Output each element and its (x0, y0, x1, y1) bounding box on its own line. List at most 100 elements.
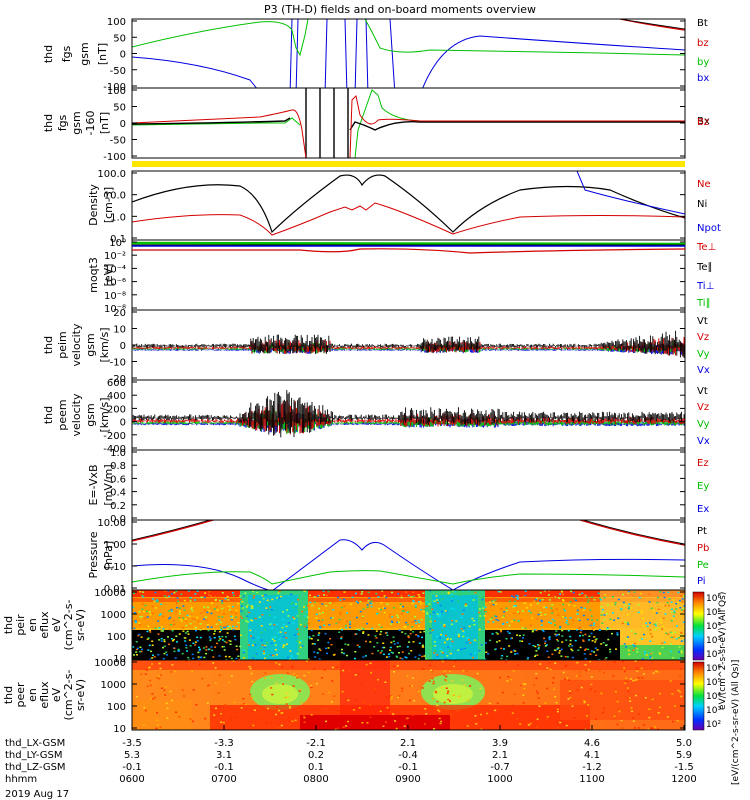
ytick-label: 50 (113, 103, 126, 114)
axis-label: -160 (84, 111, 97, 136)
series-pt (132, 520, 685, 545)
axis-label: [km/s] (98, 327, 111, 362)
series-bx (132, 19, 685, 88)
ytick-label: 10⁰ (109, 238, 126, 249)
colorbar-tick: 10⁴ (706, 622, 721, 632)
legend-entry: Vx (697, 365, 710, 376)
xtick-label: 1100 (579, 774, 604, 785)
ytick-label: 10000 (94, 658, 126, 669)
panel-peir-spectrogram (131, 589, 686, 661)
xtick-label: -0.1 (214, 762, 234, 773)
axis-label: eV (50, 617, 63, 632)
axis-label: [cm-3] (102, 187, 115, 223)
xtick-label: 4.6 (584, 738, 600, 749)
axis-label: peem (56, 399, 69, 430)
ytick-label: 0.1 (110, 234, 126, 245)
axis-label: en (26, 618, 39, 632)
colorbar-label-lower: [eV/(cm^2-s-sr-eV) (All Qs)] (731, 660, 741, 785)
axis-label: [nT] (96, 43, 109, 65)
xtick-label: 1200 (671, 774, 696, 785)
xtick-label: -1.2 (582, 762, 602, 773)
xtick-label: 3.1 (216, 750, 232, 761)
axis-label: Pressure (87, 531, 100, 578)
ytick-label: -200 (103, 431, 126, 442)
legend-entry: Bz (697, 117, 709, 128)
axis-label: velocity (70, 393, 83, 436)
axis-label: E=-VxB (87, 464, 100, 505)
axis-label: eflux (38, 681, 51, 709)
axis-label: thd (2, 686, 15, 704)
ytick-label: 50 (113, 33, 126, 44)
colorbar-tick: 10² (706, 720, 721, 730)
legend-entry: Vy (697, 419, 710, 430)
ytick-label: -50 (110, 136, 126, 147)
legend-entry: bx (697, 73, 709, 84)
ytick-label: 100 (107, 86, 126, 97)
legend-entry: Te⊥ (696, 242, 716, 253)
colorbar-tick: 10⁵ (706, 608, 721, 618)
xtick-label: -0.4 (398, 750, 418, 761)
ytick-label: 20 (113, 308, 126, 319)
legend-entry: Pt (697, 526, 707, 537)
axis-label: moqt3 (87, 257, 100, 293)
xtick-label: 0600 (119, 774, 144, 785)
ytick-label: 10000 (94, 588, 126, 599)
axis-label: thd (42, 336, 55, 354)
ytick-label: 10⁻⁶ (104, 278, 126, 289)
panel-fgs-dc (131, 87, 686, 159)
xtick-label: 3.9 (492, 738, 508, 749)
axis-label: fgs (56, 114, 69, 131)
legend-entry: Vz (697, 402, 709, 413)
xtick-label: 0.2 (308, 750, 324, 761)
axis-label: [km/s] (98, 397, 111, 432)
series-ne (132, 202, 685, 236)
ytick-label: 100 (107, 17, 126, 28)
ytick-label: 0.2 (110, 501, 126, 512)
ytick-label: 0 (120, 341, 126, 352)
axis-label: eflux (38, 611, 51, 639)
colorbar-label: eV/(cm^2-s-sr-eV) (All Qs) (718, 592, 728, 710)
ytick-label: 200 (107, 404, 126, 415)
xtick-label: -2.1 (306, 738, 326, 749)
ytick-label: 10 (113, 325, 126, 336)
ytick-label: -100 (103, 82, 126, 93)
axis-label: thd (42, 45, 55, 63)
colorbar-tick: 10³ (706, 706, 721, 716)
xaxis-row-label: thd_LX-GSM (5, 738, 65, 749)
xtick-label: -0.7 (490, 762, 510, 773)
xtick-label: 0700 (211, 774, 236, 785)
ytick-label: 1000 (101, 610, 126, 621)
panel-density (131, 170, 686, 241)
legend-entry: Ey (697, 481, 709, 492)
ytick-label: 1.0 (110, 448, 126, 459)
xtick-label: 0.1 (308, 762, 324, 773)
ytick-label: 0.8 (110, 461, 126, 472)
axis-label: en (26, 688, 39, 702)
legend-entry: Ne (697, 179, 711, 190)
ytick-label: 400 (107, 391, 126, 402)
xtick-label: -0.1 (398, 762, 418, 773)
colorbar-tick: 10⁶ (706, 664, 721, 674)
figure-title: P3 (TH-D) fields and on-board moments ov… (264, 3, 536, 16)
axis-label: gsm (78, 42, 91, 65)
axis-label: gsm (84, 403, 97, 426)
colorbar-peir (692, 591, 705, 661)
xtick-label: 4.1 (584, 750, 600, 761)
axis-label: peim (56, 331, 69, 359)
legend-entry: Bt (697, 18, 708, 29)
series-ti-par (131, 241, 686, 246)
legend-entry: Ez (697, 458, 709, 469)
legend-entry: Ti∥ (696, 298, 711, 309)
axis-label: sr-eV) (74, 609, 87, 641)
axis-label: [nT] (98, 112, 111, 134)
xtick-label: -3.3 (214, 738, 234, 749)
series-bt (619, 19, 685, 30)
axis-label: fgs (60, 45, 73, 62)
ytick-label: -50 (110, 66, 126, 77)
colorbar-peer (692, 661, 705, 731)
axis-label: peer (14, 682, 27, 708)
axis-label: velocity (70, 323, 83, 366)
ytick-label: 100 (107, 632, 126, 643)
ytick-label: 600 (107, 378, 126, 389)
